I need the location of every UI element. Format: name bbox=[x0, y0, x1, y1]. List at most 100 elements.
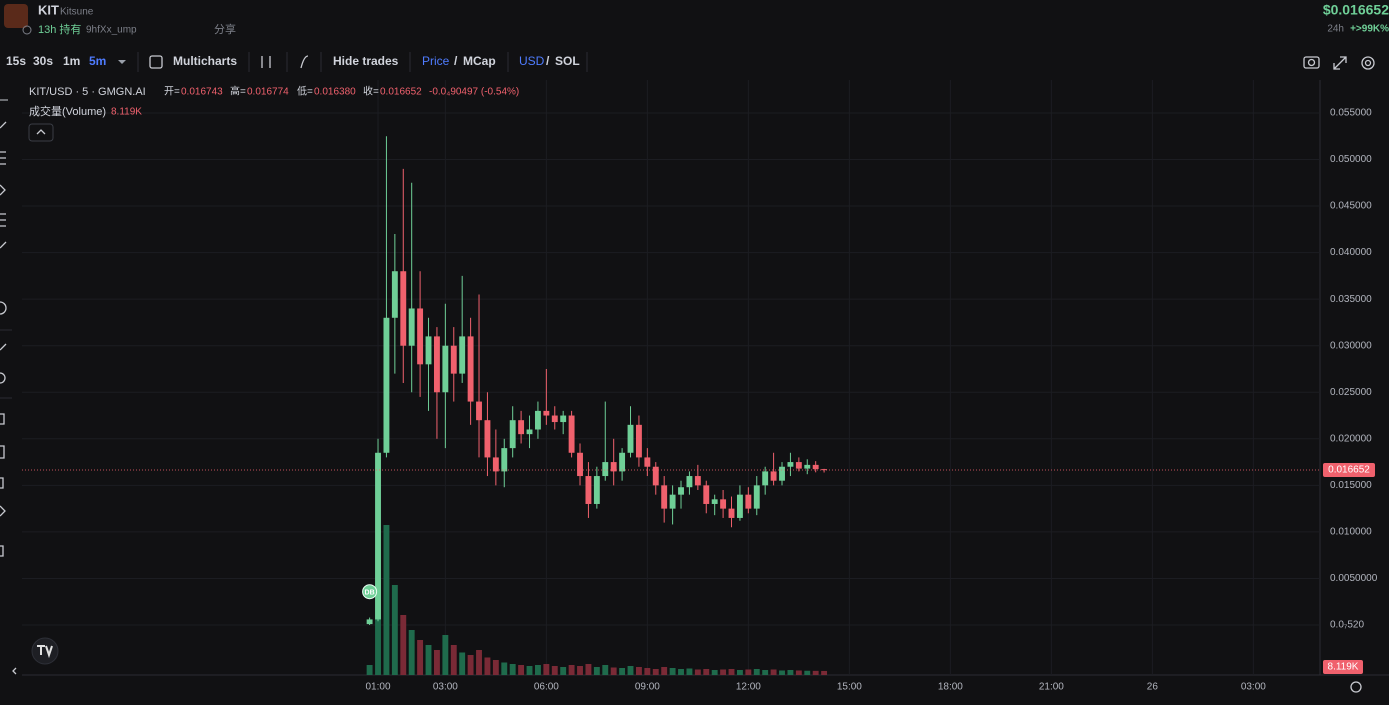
candle-body bbox=[417, 308, 424, 365]
volume-bar bbox=[787, 670, 794, 675]
sol-mode[interactable]: SOL bbox=[555, 54, 580, 68]
volume-bar bbox=[366, 665, 373, 675]
tool[interactable] bbox=[0, 121, 7, 129]
volume-bar bbox=[518, 665, 525, 675]
mcap-mode[interactable]: MCap bbox=[463, 54, 496, 68]
interval[interactable]: 15s bbox=[6, 54, 26, 68]
high-value: 0.016774 bbox=[247, 87, 289, 98]
candle-body bbox=[821, 469, 828, 471]
candle-body bbox=[795, 462, 802, 469]
x-tick-label: 03:00 bbox=[1241, 682, 1266, 693]
low-label: 低= bbox=[297, 85, 313, 98]
candle-body bbox=[518, 420, 525, 435]
fullscreen-icon[interactable] bbox=[1333, 56, 1347, 70]
multicharts-icon[interactable] bbox=[149, 55, 163, 69]
candle-body bbox=[804, 464, 811, 469]
collapse-legend[interactable] bbox=[28, 123, 54, 142]
legend: KIT/USD · 5 · GMGN.AI 开= 0.016743 高= 0.0… bbox=[28, 85, 519, 142]
volume-bar bbox=[619, 668, 626, 675]
volume-bar bbox=[433, 650, 440, 675]
candle-body bbox=[678, 487, 684, 495]
tool[interactable] bbox=[0, 445, 5, 459]
trade-marker-label: DB bbox=[365, 590, 375, 597]
volume-label: 成交量(Volume) bbox=[29, 104, 106, 118]
volume-bar bbox=[526, 666, 533, 675]
volume-bar bbox=[694, 669, 701, 675]
open-label: 开= bbox=[164, 87, 180, 98]
axis-settings[interactable] bbox=[1350, 681, 1362, 693]
x-tick-label: 01:00 bbox=[366, 682, 391, 693]
tool[interactable] bbox=[0, 301, 7, 315]
candle-body bbox=[383, 317, 390, 453]
tool[interactable] bbox=[0, 151, 6, 165]
candle-body bbox=[509, 420, 516, 449]
tool[interactable] bbox=[0, 413, 5, 425]
screenshot-icon[interactable] bbox=[1303, 56, 1320, 69]
open-value: 0.016743 bbox=[181, 87, 223, 98]
interval-dropdown[interactable] bbox=[118, 60, 126, 64]
token-name: Kitsune bbox=[60, 7, 94, 18]
volume-bar bbox=[762, 670, 769, 675]
tool[interactable] bbox=[0, 477, 4, 489]
screenshot-lens bbox=[1307, 58, 1316, 67]
last-volume-label: 8.119K bbox=[1328, 662, 1359, 673]
candle-body bbox=[450, 345, 457, 374]
tool[interactable] bbox=[0, 343, 7, 351]
volume-bar bbox=[425, 645, 432, 675]
candle-body bbox=[610, 462, 617, 472]
tool[interactable] bbox=[0, 184, 6, 196]
hold-time: 13h 持有 bbox=[38, 22, 81, 36]
candle-body bbox=[787, 462, 794, 467]
volume-bar bbox=[610, 667, 617, 675]
logo[interactable] bbox=[31, 637, 59, 665]
interval[interactable]: 5m bbox=[89, 54, 106, 68]
volume-value: 8.119K bbox=[111, 107, 142, 118]
candle-body bbox=[728, 508, 735, 518]
volume-bar bbox=[753, 669, 760, 675]
candle-body bbox=[492, 457, 499, 472]
volume-bar bbox=[627, 666, 634, 675]
tool[interactable] bbox=[0, 213, 6, 227]
trade-marker bbox=[362, 584, 378, 600]
x-tick-label: 06:00 bbox=[534, 682, 559, 693]
candle-body bbox=[779, 466, 785, 481]
indicator-icon[interactable] bbox=[300, 55, 309, 69]
candle-body bbox=[467, 336, 474, 402]
candle-body bbox=[459, 336, 466, 374]
volume-bar bbox=[467, 655, 474, 675]
candle-body bbox=[770, 471, 777, 481]
collapse-tools[interactable] bbox=[12, 667, 17, 675]
hide-trades[interactable]: Hide trades bbox=[333, 54, 399, 68]
volume-bar bbox=[602, 665, 609, 675]
interval[interactable]: 30s bbox=[33, 54, 53, 68]
volume-bar bbox=[551, 666, 558, 675]
x-tick-label: 03:00 bbox=[433, 682, 458, 693]
x-tick-label: 26 bbox=[1147, 682, 1159, 693]
candle-body bbox=[501, 448, 508, 472]
interval[interactable]: 1m bbox=[63, 54, 80, 68]
tool[interactable] bbox=[0, 545, 4, 557]
price-mode[interactable]: Price bbox=[422, 54, 450, 68]
y-tick-label: 0.010000 bbox=[1330, 527, 1372, 538]
x-tick-label: 21:00 bbox=[1039, 682, 1064, 693]
candle-body bbox=[644, 457, 651, 467]
settings-icon[interactable] bbox=[1361, 56, 1375, 70]
tool[interactable] bbox=[0, 505, 6, 517]
volume-bar bbox=[678, 669, 684, 675]
y-tick-label: 0.015000 bbox=[1330, 480, 1372, 491]
candle-body bbox=[577, 452, 583, 477]
share[interactable]: 分享 bbox=[214, 22, 236, 36]
volume-bar bbox=[745, 669, 752, 675]
candle-type-icon[interactable] bbox=[261, 56, 271, 68]
volume-bar bbox=[644, 668, 651, 675]
multicharts[interactable]: Multicharts bbox=[173, 54, 237, 68]
tool[interactable] bbox=[0, 372, 6, 384]
symbol: KIT bbox=[38, 2, 59, 17]
usd-mode[interactable]: USD bbox=[519, 54, 545, 68]
tool[interactable] bbox=[0, 241, 7, 249]
y-tick-label: 0.055000 bbox=[1330, 108, 1372, 119]
low-value: 0.016380 bbox=[314, 87, 356, 98]
volume-bar bbox=[560, 667, 567, 675]
address[interactable]: 9hfXx_ump bbox=[86, 25, 137, 36]
candle-body bbox=[425, 336, 432, 365]
